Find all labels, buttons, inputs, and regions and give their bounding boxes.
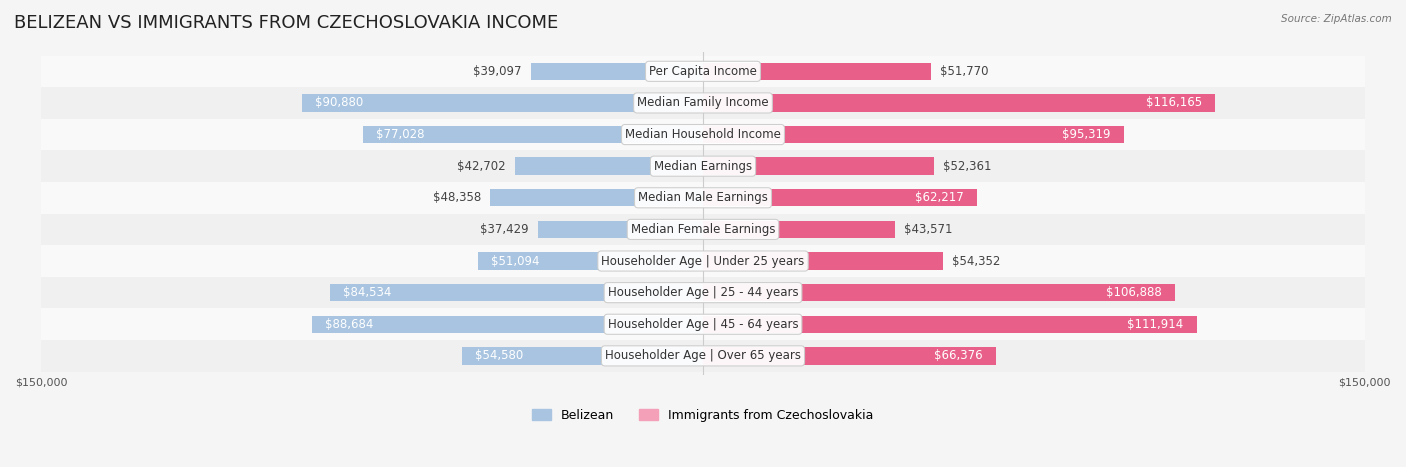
Legend: Belizean, Immigrants from Czechoslovakia: Belizean, Immigrants from Czechoslovakia	[527, 403, 879, 427]
Text: $111,914: $111,914	[1128, 318, 1184, 331]
Bar	[41, 340, 1365, 372]
Text: $42,702: $42,702	[457, 160, 506, 173]
Text: Householder Age | Under 25 years: Householder Age | Under 25 years	[602, 255, 804, 268]
Bar	[302, 94, 703, 112]
Text: $52,361: $52,361	[943, 160, 991, 173]
Bar	[41, 245, 1365, 277]
Bar	[41, 56, 1365, 87]
Text: $116,165: $116,165	[1146, 97, 1202, 109]
Bar	[478, 252, 703, 270]
Text: Householder Age | Over 65 years: Householder Age | Over 65 years	[605, 349, 801, 362]
Text: $48,358: $48,358	[433, 191, 481, 204]
Bar	[41, 182, 1365, 213]
Text: Householder Age | 45 - 64 years: Householder Age | 45 - 64 years	[607, 318, 799, 331]
Bar	[312, 316, 703, 333]
Bar	[41, 277, 1365, 308]
Text: Median Family Income: Median Family Income	[637, 97, 769, 109]
Bar	[703, 157, 934, 175]
Text: $95,319: $95,319	[1062, 128, 1111, 141]
Bar	[530, 63, 703, 80]
Text: $88,684: $88,684	[325, 318, 374, 331]
Bar	[515, 157, 703, 175]
Text: $54,352: $54,352	[952, 255, 1000, 268]
Bar	[538, 221, 703, 238]
Text: $84,534: $84,534	[343, 286, 392, 299]
Text: $39,097: $39,097	[474, 65, 522, 78]
Bar	[703, 221, 896, 238]
Bar	[703, 126, 1123, 143]
Bar	[41, 87, 1365, 119]
Text: $106,888: $106,888	[1105, 286, 1161, 299]
Bar	[463, 347, 703, 365]
Bar	[363, 126, 703, 143]
Bar	[703, 94, 1215, 112]
Text: $62,217: $62,217	[915, 191, 965, 204]
Text: Median Earnings: Median Earnings	[654, 160, 752, 173]
Text: $66,376: $66,376	[934, 349, 983, 362]
Bar	[41, 308, 1365, 340]
Text: $51,094: $51,094	[491, 255, 540, 268]
Bar	[703, 252, 943, 270]
Text: $90,880: $90,880	[315, 97, 364, 109]
Text: Median Household Income: Median Household Income	[626, 128, 780, 141]
Text: Median Female Earnings: Median Female Earnings	[631, 223, 775, 236]
Bar	[489, 189, 703, 206]
Text: $51,770: $51,770	[941, 65, 988, 78]
Bar	[41, 150, 1365, 182]
Bar	[330, 284, 703, 301]
Text: $37,429: $37,429	[481, 223, 529, 236]
Bar	[703, 63, 931, 80]
Bar	[703, 347, 995, 365]
Text: $77,028: $77,028	[377, 128, 425, 141]
Bar	[41, 213, 1365, 245]
Bar	[703, 284, 1174, 301]
Text: $43,571: $43,571	[904, 223, 952, 236]
Text: $54,580: $54,580	[475, 349, 523, 362]
Text: Householder Age | 25 - 44 years: Householder Age | 25 - 44 years	[607, 286, 799, 299]
Bar	[41, 119, 1365, 150]
Text: BELIZEAN VS IMMIGRANTS FROM CZECHOSLOVAKIA INCOME: BELIZEAN VS IMMIGRANTS FROM CZECHOSLOVAK…	[14, 14, 558, 32]
Text: Source: ZipAtlas.com: Source: ZipAtlas.com	[1281, 14, 1392, 24]
Bar	[703, 316, 1197, 333]
Bar	[703, 189, 977, 206]
Text: Per Capita Income: Per Capita Income	[650, 65, 756, 78]
Text: Median Male Earnings: Median Male Earnings	[638, 191, 768, 204]
